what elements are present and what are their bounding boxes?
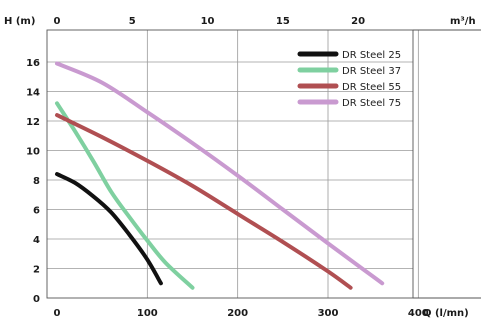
y-tick-label-4: 4 xyxy=(33,235,40,246)
series-line-dr-steel-75 xyxy=(55,61,385,286)
top-tick-label-10: 10 xyxy=(201,16,215,27)
y-tick-label-2: 2 xyxy=(33,265,40,276)
y-axis-tick-labels: 0 2 4 6 8 10 12 14 16 xyxy=(26,58,40,305)
plot-frame xyxy=(46,29,414,299)
legend-label-2: DR Steel 55 xyxy=(342,82,401,93)
x-tick-label-400: 400 xyxy=(408,308,429,319)
y-axis-title: H (m) xyxy=(4,16,35,27)
y-tick-label-14: 14 xyxy=(26,88,40,99)
x-tick-label-100: 100 xyxy=(137,308,158,319)
y-tick-label-12: 12 xyxy=(26,117,40,128)
series-curves xyxy=(55,61,385,290)
y-tick-label-6: 6 xyxy=(33,206,40,217)
top-axis-tick-labels: 0 5 10 15 20 xyxy=(54,16,366,27)
x-tick-label-0: 0 xyxy=(54,308,61,319)
legend: DR Steel 25 DR Steel 37 DR Steel 55 DR Stee… xyxy=(297,50,401,109)
top-tick-label-0: 0 xyxy=(54,16,61,27)
top-tick-label-5: 5 xyxy=(129,16,136,27)
x-tick-label-300: 300 xyxy=(318,308,339,319)
series-line-dr-steel-25 xyxy=(55,172,163,286)
top-axis-unit: m³/h xyxy=(450,16,476,27)
top-tick-label-15: 15 xyxy=(276,16,290,27)
x-axis-title: Q (l/mn) xyxy=(423,308,469,319)
x-axis-tick-labels: 0 100 200 300 400 xyxy=(54,308,429,319)
legend-label-0: DR Steel 25 xyxy=(342,50,401,61)
y-tick-label-16: 16 xyxy=(26,58,40,69)
top-tick-label-20: 20 xyxy=(351,16,365,27)
series-line-dr-steel-37 xyxy=(55,101,195,290)
y-tick-label-10: 10 xyxy=(26,147,40,158)
x-tick-label-200: 200 xyxy=(227,308,248,319)
series-line-dr-steel-55 xyxy=(55,113,353,290)
y-tick-label-8: 8 xyxy=(33,176,40,187)
y-tick-label-0: 0 xyxy=(33,294,40,305)
legend-label-3: DR Steel 75 xyxy=(342,98,401,109)
legend-label-1: DR Steel 37 xyxy=(342,66,401,77)
